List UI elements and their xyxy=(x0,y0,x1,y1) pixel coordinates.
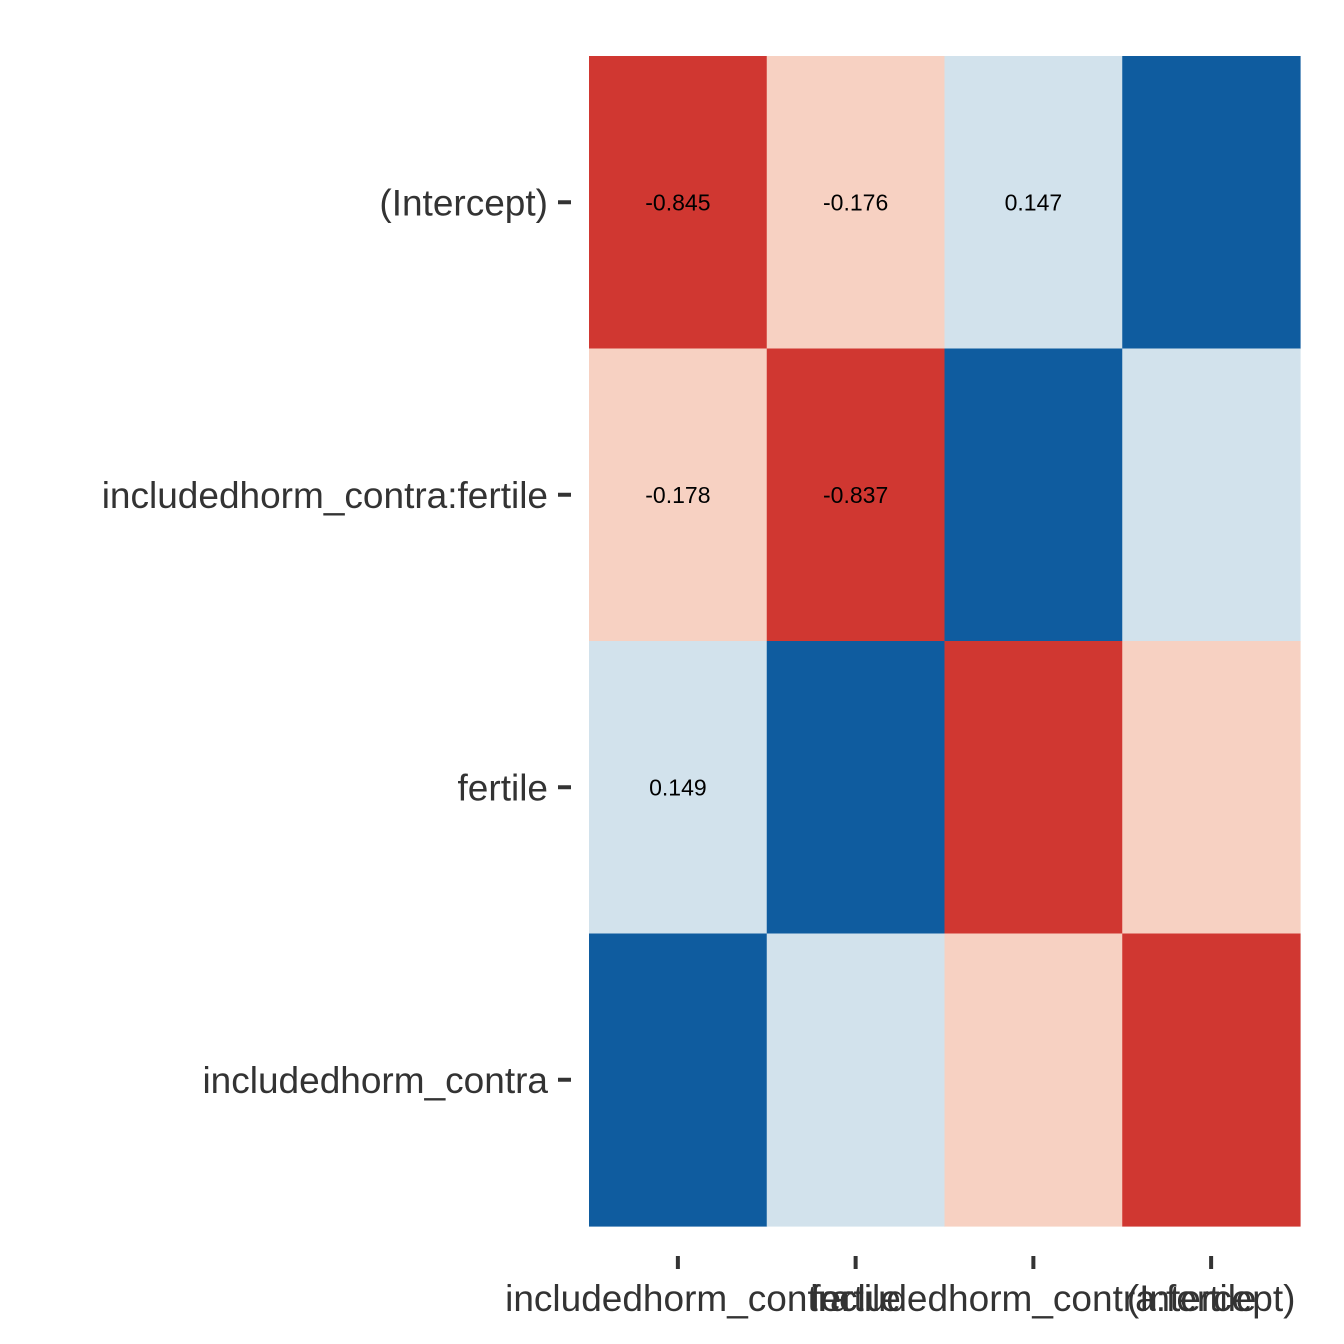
heatmap-cell-r3-c3 xyxy=(1122,933,1301,1227)
y-tick-label: includedhorm_contra:fertile xyxy=(102,475,548,516)
cell-value-label: -0.176 xyxy=(823,189,888,215)
cell-value-label: -0.178 xyxy=(645,482,710,508)
heatmap-cell-r2-c3 xyxy=(1122,641,1301,935)
heatmap-cells xyxy=(589,56,1301,1227)
heatmap-cell-r2-c1 xyxy=(766,641,946,935)
heatmap-cell-r3-c2 xyxy=(944,933,1123,1227)
y-tick-label: (Intercept) xyxy=(379,182,548,223)
x-tick-label: fertile xyxy=(810,1278,900,1319)
heatmap-cell-r0-c3 xyxy=(1122,56,1301,350)
cell-value-label: 0.149 xyxy=(649,774,707,800)
cell-value-label: -0.845 xyxy=(645,189,710,215)
heatmap-cell-r0-c0 xyxy=(589,56,768,350)
x-tick-label: includedhorm_contra xyxy=(505,1278,851,1319)
heatmap-cell-r0-c1 xyxy=(766,56,946,350)
x-axis: includedhorm_contrafertileincludedhorm_c… xyxy=(505,1256,1295,1319)
heatmap-cell-r2-c0 xyxy=(589,641,768,935)
heatmap-cell-r1-c0 xyxy=(589,348,768,642)
y-tick-label: includedhorm_contra xyxy=(202,1060,548,1101)
heatmap-cell-r2-c2 xyxy=(944,641,1123,935)
heatmap-cell-r1-c1 xyxy=(766,348,946,642)
heatmap-cell-r3-c1 xyxy=(766,933,946,1227)
heatmap-cell-r1-c3 xyxy=(1122,348,1301,642)
heatmap-cell-r0-c2 xyxy=(944,56,1123,350)
heatmap-cell-labels: -0.845 -0.176 0.147 -0.178 -0.837 0.149 xyxy=(645,189,1062,800)
heatmap-cell-r3-c0 xyxy=(589,933,768,1227)
x-tick-label: (Intercept) xyxy=(1127,1278,1296,1319)
y-tick-label: fertile xyxy=(458,767,548,808)
heatmap-cell-r1-c2 xyxy=(944,348,1123,642)
cell-value-label: 0.147 xyxy=(1005,189,1063,215)
x-tick-label: includedhorm_contra:fertile xyxy=(810,1278,1256,1319)
cell-value-label: -0.837 xyxy=(823,482,888,508)
y-axis: (Intercept) includedhorm_contra:fertilefe… xyxy=(102,182,571,1101)
